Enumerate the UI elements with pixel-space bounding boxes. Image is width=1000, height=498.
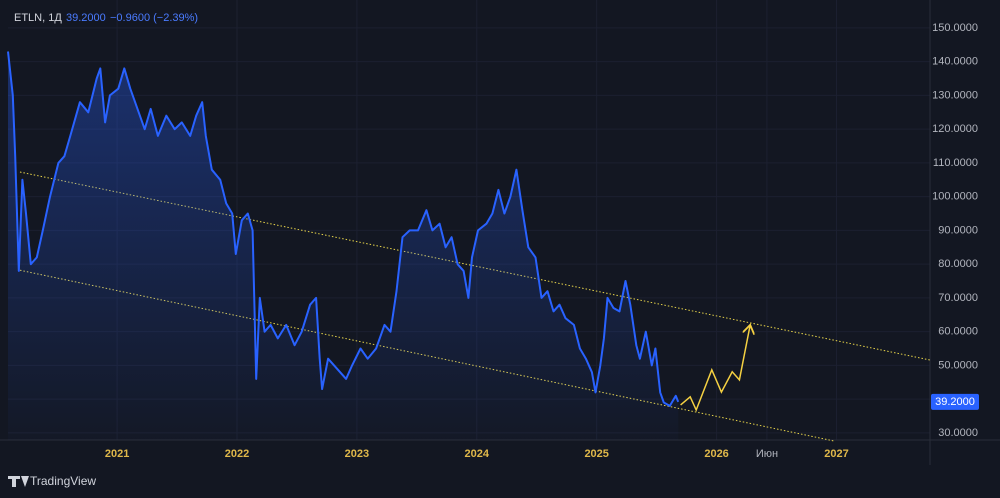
x-tick-label: 2027 bbox=[824, 448, 848, 460]
price-line bbox=[7, 51, 680, 407]
brand: TradingView bbox=[30, 474, 96, 488]
x-tick-label: 2023 bbox=[345, 448, 369, 460]
area bbox=[8, 51, 679, 440]
y-tick-label: 120.0000 bbox=[932, 123, 978, 135]
last-price-box bbox=[931, 393, 979, 410]
brand-logo bbox=[8, 476, 29, 487]
y-tick-label: 50.0000 bbox=[938, 359, 978, 371]
x-tick-label: 2021 bbox=[105, 448, 129, 460]
y-tick-label: 60.0000 bbox=[938, 326, 978, 338]
projection bbox=[680, 325, 751, 412]
x-tick-label: 2025 bbox=[584, 448, 608, 460]
x-tick-label: 2022 bbox=[225, 448, 249, 460]
y-tick-label: 110.0000 bbox=[933, 157, 978, 169]
price: 39.2000 bbox=[66, 12, 106, 24]
last-price-label: 39.2000 bbox=[935, 396, 975, 408]
change: −0.9600 (−2.39%) bbox=[110, 12, 198, 24]
y-tick-label: 130.0000 bbox=[932, 89, 978, 101]
y-tick-label: 80.0000 bbox=[938, 258, 978, 270]
x-tick-label: Июн bbox=[756, 448, 778, 460]
y-tick-label: 140.0000 bbox=[932, 56, 978, 68]
y-tick-label: 90.0000 bbox=[938, 224, 978, 236]
y-tick-label: 70.0000 bbox=[938, 292, 978, 304]
symbol: ETLN, 1Д bbox=[14, 12, 62, 24]
y-tick-label: 100.0000 bbox=[932, 191, 978, 203]
x-tick-label: 2024 bbox=[465, 448, 490, 460]
y-tick-label: 150.0000 bbox=[932, 22, 978, 34]
channel-line bbox=[19, 269, 835, 442]
x-tick-label: 2026 bbox=[704, 448, 728, 460]
y-tick-label: 30.0000 bbox=[938, 427, 978, 439]
